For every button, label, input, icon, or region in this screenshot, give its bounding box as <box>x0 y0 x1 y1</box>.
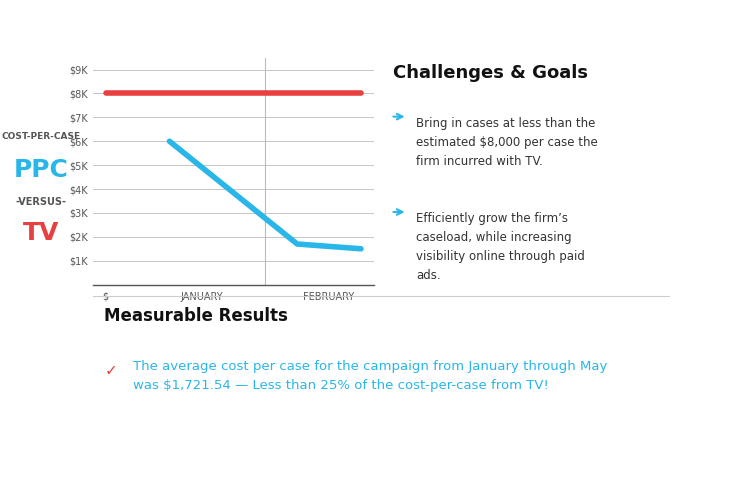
Text: COST-PER-CASE: COST-PER-CASE <box>1 132 80 141</box>
Text: Bring in cases at less than the
estimated $8,000 per case the
firm incurred with: Bring in cases at less than the estimate… <box>416 117 597 168</box>
Text: ✓: ✓ <box>104 363 117 378</box>
Text: -VERSUS-: -VERSUS- <box>16 197 66 206</box>
Text: Efficiently grow the firm’s
caseload, while increasing
visibility online through: Efficiently grow the firm’s caseload, wh… <box>416 212 585 282</box>
Text: Measurable Results: Measurable Results <box>104 307 288 325</box>
Text: The average cost per case for the campaign from January through May
was $1,721.5: The average cost per case for the campai… <box>133 360 608 393</box>
Text: Challenges & Goals: Challenges & Goals <box>394 64 588 83</box>
Text: PPC: PPC <box>13 158 68 182</box>
Text: TV: TV <box>23 221 59 245</box>
